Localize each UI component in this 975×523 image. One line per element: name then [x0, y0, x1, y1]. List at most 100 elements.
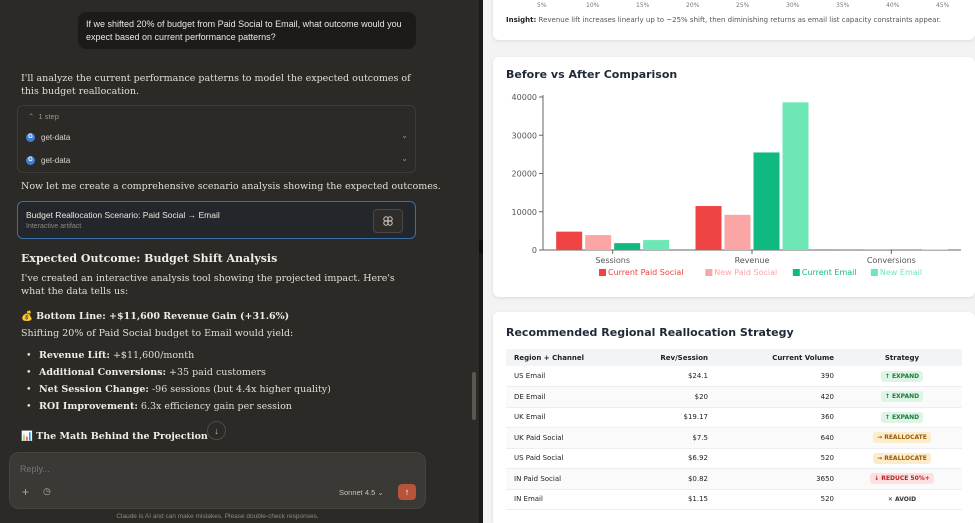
bar [753, 152, 780, 250]
bar [782, 102, 809, 250]
scrollbar[interactable] [472, 372, 476, 420]
section-heading: Expected Outcome: Budget Shift Analysis [21, 252, 278, 265]
steps-toggle[interactable]: ⌃ 1 step [28, 112, 59, 121]
steps-label: 1 step [38, 112, 59, 121]
bar-chart: 0 10000 20000 30000 40000 Sessions Revenue Conv… [512, 93, 961, 277]
y-tick-label: 20000 [512, 170, 537, 179]
list-item: ROI Improvement: 6.3x efficiency gain pe… [26, 398, 331, 415]
artifact-subtitle: Interactive artifact [26, 223, 82, 230]
strategy-badge: → REALLOCATE [873, 452, 931, 464]
cell-volume: 3650 [716, 468, 842, 490]
legend-label: New Paid Social [714, 268, 777, 277]
cell-rev-session: $1.15 [636, 489, 716, 510]
cell-volume: 390 [716, 366, 842, 387]
tick-label: 40% [886, 2, 900, 9]
legend-swatch [792, 269, 800, 276]
cell-rev-session: $19.17 [636, 407, 716, 428]
legend-swatch [870, 269, 878, 276]
table-row: IN Email $1.15 520 ✕ AVOID [506, 489, 962, 510]
projection-card: 5% 10% 15% 20% 25% 30% 35% 40% 45% Insig… [493, 0, 975, 40]
x-tick-label: Sessions [595, 256, 630, 265]
cell-rev-session: $7.5 [636, 427, 716, 449]
cell-volume: 420 [716, 386, 842, 408]
list-item: Revenue Lift: +$11,600/month [26, 347, 331, 364]
table-row: US Paid Social $6.92 520 → REALLOCATE [506, 448, 962, 469]
cell-rev-session: $20 [636, 386, 716, 408]
legend-label: Current Email [802, 268, 857, 277]
bar [695, 206, 722, 250]
list-item: Net Session Change: -96 sessions (but 4.… [26, 381, 331, 398]
assistant-text: Now let me create a comprehensive scenar… [21, 181, 441, 192]
plus-icon[interactable]: + [22, 485, 30, 499]
y-tick-label: 10000 [512, 208, 537, 217]
table-row: DE Email $20 420 ↑ EXPAND [506, 386, 962, 408]
artifact-panel: 5% 10% 15% 20% 25% 30% 35% 40% 45% Insig… [483, 0, 975, 523]
resize-handle[interactable] [479, 240, 483, 254]
cell-volume: 640 [716, 427, 842, 449]
tool-call-label: get-data [41, 155, 71, 165]
table-row: US Email $24.1 390 ↑ EXPAND [506, 366, 962, 387]
legend-swatch [599, 269, 606, 276]
x-tick-label: Revenue [735, 256, 770, 265]
cell-channel: US Email [506, 366, 636, 387]
chevron-down-icon: ⌄ [401, 131, 408, 140]
artifact-title: Budget Reallocation Scenario: Paid Socia… [26, 210, 220, 220]
strategy-badge: ↑ EXPAND [880, 370, 924, 382]
tool-icon: G [26, 132, 35, 142]
tick-label: 25% [736, 2, 750, 9]
cell-rev-session: $6.92 [636, 448, 716, 469]
y-tick-label: 40000 [512, 93, 537, 102]
cell-channel: IN Email [506, 489, 636, 510]
column-header: Region + Channel [514, 353, 585, 362]
x-tick-label: Conversions [867, 256, 916, 265]
artifact-card[interactable]: Budget Reallocation Scenario: Paid Socia… [17, 201, 416, 239]
panel-divider[interactable] [479, 0, 483, 523]
bar [724, 214, 751, 250]
comparison-chart-card: Before vs After Comparison 0 10000 20000 30… [493, 57, 975, 297]
cell-channel: DE Email [506, 386, 636, 408]
chevron-down-icon: ⌄ [401, 154, 408, 163]
scroll-down-button[interactable]: ↓ [207, 421, 226, 440]
column-header: Rev/Session [660, 353, 708, 362]
reply-input[interactable] [20, 464, 270, 474]
disclaimer: Claude is AI and can make mistakes. Plea… [116, 513, 319, 520]
cell-rev-session: $24.1 [636, 366, 716, 387]
result-list: Revenue Lift: +$11,600/month Additional … [26, 347, 331, 415]
arrow-down-icon: ↓ [214, 425, 219, 436]
list-item: Additional Conversions: +35 paid custome… [26, 364, 331, 381]
cell-channel: UK Email [506, 407, 636, 428]
bar [643, 240, 670, 250]
bar [585, 235, 612, 250]
cell-channel: UK Paid Social [506, 427, 636, 449]
tool-call-item[interactable]: G get-data ⌄ [26, 129, 410, 145]
tick-label: 15% [636, 2, 650, 9]
table-row: UK Paid Social $7.5 640 → REALLOCATE [506, 427, 962, 449]
column-header: Strategy [884, 353, 920, 362]
chevron-down-icon: ⌄ [377, 488, 384, 497]
chevron-up-icon: ⌃ [28, 112, 35, 121]
tick-label: 10% [586, 2, 600, 9]
cell-volume: 520 [716, 489, 842, 510]
history-icon[interactable]: ◷ [43, 486, 51, 496]
y-tick-label: 30000 [512, 131, 537, 140]
tick-label: 35% [836, 2, 850, 9]
cell-volume: 520 [716, 448, 842, 469]
send-button[interactable]: ↑ [398, 484, 416, 500]
strategy-badge: ✕ AVOID [887, 495, 917, 503]
user-message: If we shifted 20% of budget from Paid So… [78, 12, 416, 49]
tool-call-item[interactable]: G get-data ⌄ [26, 152, 410, 168]
tool-icon: G [26, 155, 35, 165]
table-row: IN Paid Social $0.82 3650 ↓ REDUCE 50%+ [506, 468, 962, 490]
table-header-row: Region + Channel Rev/Session Current Vol… [506, 349, 962, 366]
bar [614, 243, 641, 250]
insight-text: Insight: Revenue lift increases linearly… [506, 16, 941, 24]
arrow-up-icon: ↑ [404, 487, 410, 497]
bottom-line: 💰 Bottom Line: +$11,600 Revenue Gain (+3… [21, 311, 290, 322]
table-row: UK Email $19.17 360 ↑ EXPAND [506, 407, 962, 428]
model-selector[interactable]: Sonnet 4.5 ⌄ [339, 488, 384, 497]
tick-label: 30% [786, 2, 800, 9]
tick-label: 5% [537, 2, 547, 9]
column-header: Current Volume [772, 353, 834, 362]
assistant-paragraph: I've created an interactive analysis too… [21, 273, 395, 297]
chart-title: Before vs After Comparison [506, 68, 678, 81]
